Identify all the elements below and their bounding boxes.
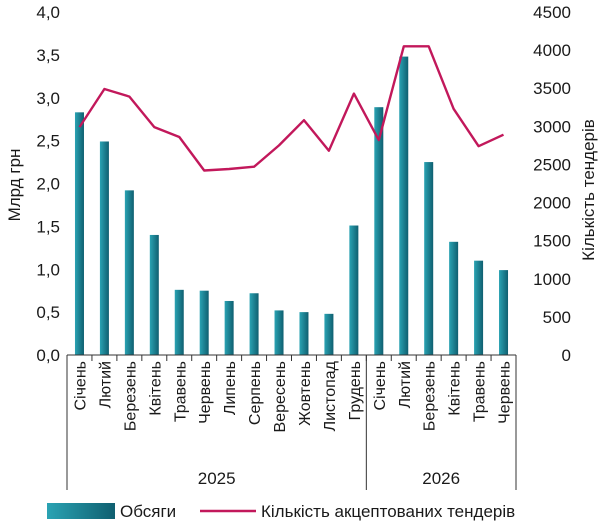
category-label: Травень (472, 361, 489, 422)
left-tick-label: 1,0 (36, 260, 60, 279)
category-label: Грудень (347, 361, 364, 420)
left-tick-label: 2,0 (36, 175, 60, 194)
left-tick-label: 1,5 (36, 217, 60, 236)
bar-mark (74, 112, 84, 355)
group-label: 2025 (198, 469, 236, 488)
bar-mark (124, 190, 134, 355)
category-label: Січень (372, 361, 389, 411)
right-tick-label: 2000 (533, 194, 571, 213)
category-label: Березень (422, 361, 439, 431)
bar-mark (474, 260, 484, 355)
category-label: Липень (222, 361, 239, 415)
bar-mark (274, 310, 284, 355)
bar-mark (199, 290, 209, 355)
line-series (78, 45, 505, 172)
legend-bar-swatch (47, 503, 115, 519)
bar-mark (499, 270, 509, 355)
bar-mark (249, 293, 259, 355)
right-tick-label: 0 (562, 346, 571, 365)
right-tick-label: 4000 (533, 41, 571, 60)
category-label: Вересень (272, 361, 289, 432)
left-axis-title: Млрд грн (5, 149, 24, 222)
right-tick-label: 2500 (533, 155, 571, 174)
left-tick-label: 0,5 (36, 303, 60, 322)
bar-mark (449, 241, 459, 355)
right-tick-label: 500 (543, 308, 571, 327)
category-label: Березень (122, 361, 139, 431)
right-axis-ticks: 0 500 1000 1500 2000 2500 3000 3500 4000 4500 (533, 3, 571, 365)
category-label: Червень (197, 361, 214, 424)
category-label: Жовтень (297, 361, 314, 426)
right-axis-title: Кількість тендерів (579, 119, 598, 261)
left-tick-label: 3,0 (36, 89, 60, 108)
left-tick-label: 0,0 (36, 346, 60, 365)
left-tick-label: 4,0 (36, 3, 60, 22)
bar-mark (374, 107, 384, 356)
category-label: Червень (497, 361, 514, 424)
bar-mark (349, 225, 359, 355)
category-label: Серпень (247, 361, 264, 425)
left-axis-ticks: 0,0 0,5 1,0 1,5 2,0 2,5 3,0 3,5 4,0 (36, 3, 60, 365)
bar-mark (399, 56, 409, 356)
right-tick-label: 1000 (533, 270, 571, 289)
bar-mark (174, 289, 184, 355)
bars-series (74, 56, 509, 356)
left-tick-label: 2,5 (36, 132, 60, 151)
legend: Обсяги Кількість акцептованих тендерів (47, 502, 515, 521)
bar-mark (424, 162, 434, 355)
category-label: Квітень (147, 361, 164, 416)
category-label: Лютий (397, 361, 414, 408)
bar-mark (149, 234, 159, 355)
category-label: Лютий (97, 361, 114, 408)
category-label: Листопад (322, 360, 339, 431)
right-tick-label: 3000 (533, 117, 571, 136)
right-tick-label: 4500 (533, 3, 571, 22)
x-axis (66, 354, 517, 490)
group-label: 2026 (422, 469, 460, 488)
bar-mark (324, 313, 334, 355)
bar-mark (299, 312, 309, 355)
category-label: Квітень (447, 361, 464, 416)
left-tick-label: 3,5 (36, 46, 60, 65)
tender-count-line (78, 45, 505, 172)
legend-bar-label: Обсяги (120, 502, 176, 521)
category-label: Травень (172, 361, 189, 422)
right-tick-label: 3500 (533, 79, 571, 98)
bar-mark (99, 141, 109, 355)
bar-mark (224, 300, 234, 355)
category-label: Січень (72, 361, 89, 411)
right-tick-label: 1500 (533, 232, 571, 251)
category-labels: Січень Лютий Березень Квітень Травень Червень… (72, 360, 513, 432)
group-labels: 2025 2026 (198, 469, 460, 488)
legend-line-label: Кількість акцептованих тендерів (261, 502, 515, 521)
